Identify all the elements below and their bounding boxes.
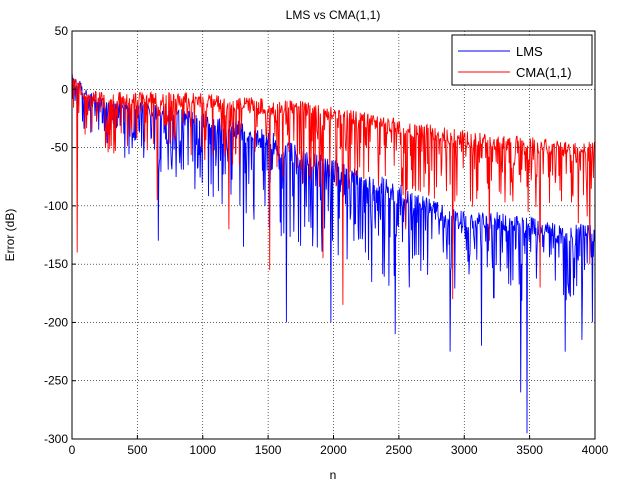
x-tick-label: 1500 (255, 443, 282, 457)
chart-title: LMS vs CMA(1,1) (286, 8, 381, 22)
y-tick-label: -150 (44, 257, 68, 271)
x-tick-label: 4000 (582, 443, 609, 457)
y-axis-label: Error (dB) (3, 209, 17, 262)
plot-area (71, 71, 596, 434)
y-axis-ticks: 50 0 -50 -100 -150 -200 -250 -300 (44, 24, 76, 446)
legend-label-cma: CMA(1,1) (516, 65, 572, 80)
x-axis-ticks: 0 500 1000 1500 2000 2500 3000 3500 4000 (69, 435, 609, 457)
y-tick-label: -50 (51, 141, 69, 155)
legend: LMS CMA(1,1) (451, 34, 593, 86)
x-tick-label: 1000 (189, 443, 216, 457)
legend-label-lms: LMS (516, 44, 543, 59)
y-tick-label: -250 (44, 374, 68, 388)
series-line-lms (71, 71, 596, 434)
x-tick-label: 3000 (451, 443, 478, 457)
legend-box (451, 34, 593, 86)
x-tick-label: 0 (69, 443, 76, 457)
y-tick-label: 50 (55, 24, 69, 38)
x-tick-label: 2500 (386, 443, 413, 457)
x-axis-label: n (330, 468, 337, 482)
x-tick-label: 3500 (516, 443, 543, 457)
y-tick-label: -200 (44, 315, 68, 329)
x-tick-label: 500 (127, 443, 147, 457)
grid-lines (72, 31, 595, 439)
series-line-cma (71, 74, 596, 305)
y-tick-label: 0 (61, 82, 68, 96)
y-tick-label: -300 (44, 432, 68, 446)
y-tick-label: -100 (44, 199, 68, 213)
x-tick-label: 2000 (320, 443, 347, 457)
